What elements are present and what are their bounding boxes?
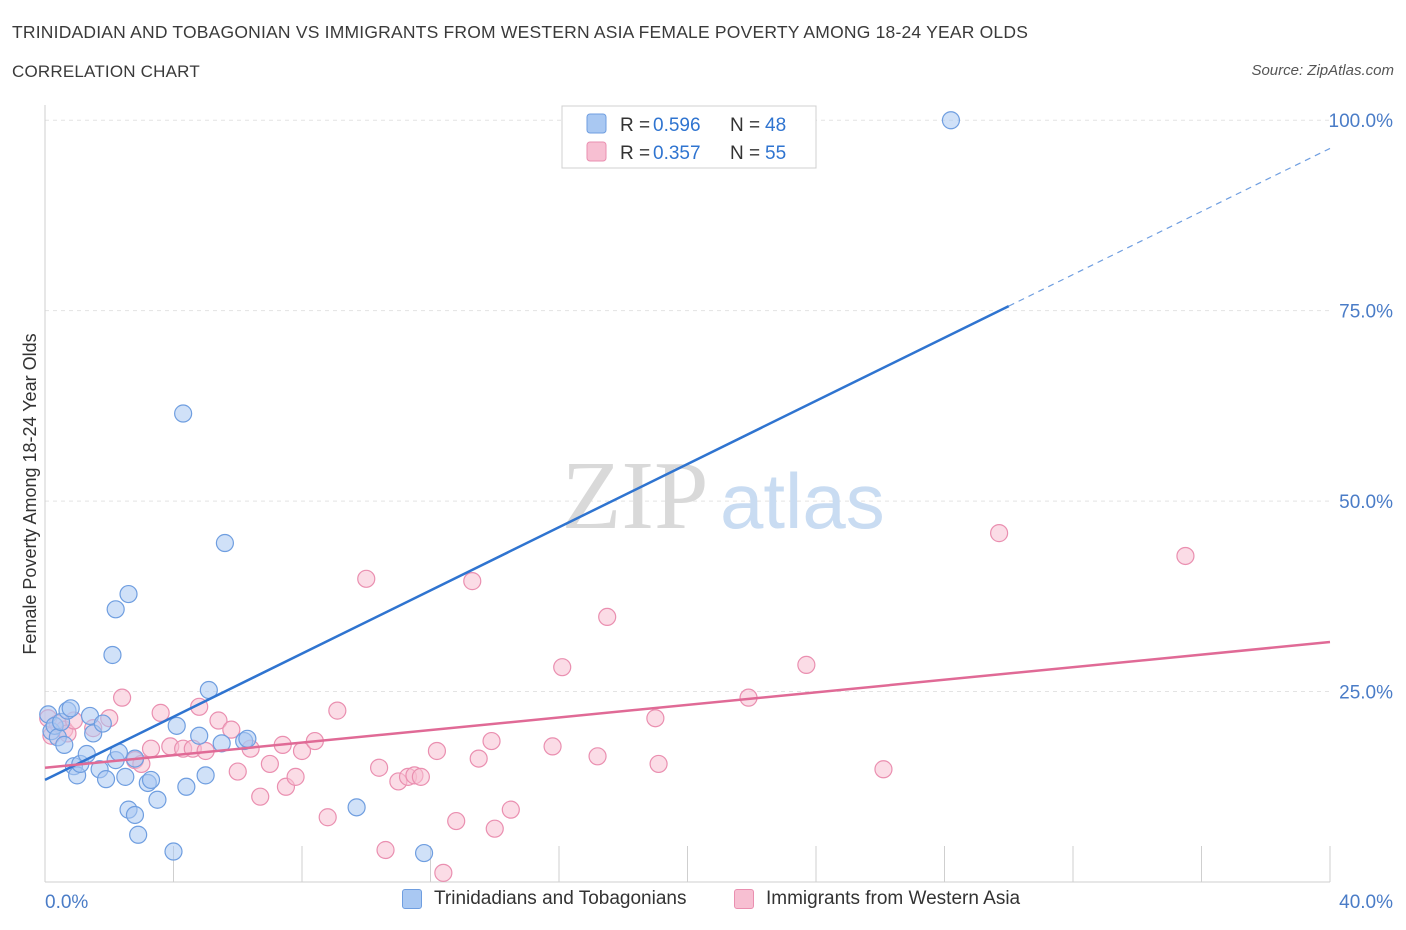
point-western-asia-37 [411, 767, 430, 786]
grid-lines [45, 119, 1330, 693]
point-western-asia-49 [598, 607, 617, 627]
x-tick-label-1: 40.0% [1339, 892, 1393, 913]
tick-labels: 25.0% 50.0% 75.0% 100.0% 0.0% 40.0% [45, 111, 1393, 913]
point-western-asia-50 [646, 709, 665, 728]
point-western-asia-8 [112, 688, 132, 707]
point-western-asia-41 [463, 572, 482, 591]
legend-swatch-trinidadian [402, 889, 422, 909]
point-trinidadian-21 [116, 767, 135, 786]
legend-r-value-pink: 0.357 [653, 143, 701, 164]
x-tick-label-0: 0.0% [45, 892, 88, 913]
trend-lines [44, 147, 1331, 782]
point-western-asia-45 [501, 800, 520, 819]
series-western-asia-points [39, 524, 1195, 882]
chart-title: TRINIDADIAN AND TOBAGONIAN VS IMMIGRANTS… [12, 22, 1029, 42]
point-trinidadian-19 [106, 600, 125, 619]
point-western-asia-38 [427, 741, 447, 761]
point-western-asia-39 [434, 863, 453, 882]
legend-r-label-blue: R = [620, 115, 650, 136]
trend-line-western-asia [44, 640, 1331, 769]
legend-swatch-blue [586, 113, 607, 134]
point-western-asia-19 [222, 720, 241, 739]
point-trinidadian-29 [148, 790, 167, 809]
point-western-asia-33 [376, 840, 395, 860]
legend-r-label-pink: R = [620, 143, 650, 164]
legend-swatch-pink [586, 141, 607, 162]
legend-n-value-blue: 48 [765, 115, 786, 136]
point-trinidadian-15 [93, 714, 112, 733]
trend-line-trinidadian-extension [1008, 147, 1331, 307]
legend-bottom: Trinidadians and Tobagonians Immigrants … [0, 888, 1406, 918]
point-western-asia-48 [588, 747, 607, 766]
point-trinidadian-30 [164, 842, 183, 861]
point-western-asia-18 [209, 711, 228, 730]
y-tick-label-0: 25.0% [1339, 683, 1393, 704]
point-western-asia-31 [357, 569, 376, 588]
point-trinidadian-5 [55, 735, 74, 754]
point-western-asia-44 [485, 819, 504, 838]
point-trinidadian-32 [174, 404, 193, 423]
point-trinidadian-33 [177, 777, 196, 796]
source-label: Source: ZipAtlas.com [1251, 62, 1394, 79]
point-western-asia-53 [797, 655, 816, 674]
watermark-zip: ZIP [562, 442, 709, 550]
point-trinidadian-37 [212, 734, 231, 753]
point-western-asia-54 [874, 760, 893, 779]
legend-r-value-blue: 0.596 [653, 115, 701, 136]
point-trinidadian-42 [414, 843, 434, 863]
point-western-asia-29 [318, 808, 337, 827]
point-western-asia-32 [370, 758, 389, 777]
legend-n-value-pink: 55 [765, 143, 786, 164]
point-western-asia-26 [286, 767, 305, 786]
point-trinidadian-28 [141, 770, 161, 790]
point-trinidadian-43 [941, 111, 961, 130]
point-western-asia-47 [553, 658, 572, 677]
legend-n-label-pink: N = [730, 143, 760, 164]
point-western-asia-56 [1176, 546, 1195, 566]
legend-item-western-asia: Immigrants from Western Asia [734, 888, 1020, 910]
y-tick-label-1: 50.0% [1339, 492, 1393, 513]
legend-item-trinidadian: Trinidadians and Tobagonians [402, 888, 686, 910]
point-trinidadian-40 [238, 729, 257, 748]
legend-top: R = 0.596 N = 48 R = 0.357 N = 55 [561, 105, 817, 169]
point-western-asia-40 [447, 811, 466, 831]
point-western-asia-46 [543, 737, 562, 756]
point-trinidadian-22 [119, 584, 138, 604]
legend-n-label-blue: N = [730, 115, 760, 136]
point-trinidadian-34 [190, 726, 209, 745]
point-western-asia-12 [151, 703, 170, 722]
point-western-asia-42 [469, 749, 488, 768]
y-axis-label: Female Poverty Among 18-24 Year Olds [20, 333, 40, 654]
y-tick-label-3: 100.0% [1329, 111, 1394, 132]
axes [44, 105, 1331, 883]
point-trinidadian-26 [129, 825, 148, 844]
point-western-asia-22 [251, 787, 270, 806]
point-trinidadian-31 [167, 716, 186, 735]
legend-label-western-asia: Immigrants from Western Asia [766, 888, 1021, 909]
watermark: ZIP atlas [562, 442, 885, 550]
point-western-asia-11 [141, 739, 161, 758]
point-trinidadian-24 [125, 805, 145, 825]
trend-line-trinidadian [44, 304, 1010, 782]
watermark-atlas: atlas [720, 457, 885, 545]
point-western-asia-30 [328, 701, 347, 720]
series-trinidadian-points [39, 111, 961, 863]
point-western-asia-51 [649, 754, 668, 774]
point-western-asia-23 [260, 754, 279, 774]
point-trinidadian-7 [61, 699, 80, 718]
legend-swatch-western-asia [734, 889, 754, 909]
point-western-asia-55 [990, 524, 1009, 543]
point-trinidadian-16 [96, 770, 116, 789]
point-western-asia-20 [228, 762, 247, 781]
legend-label-trinidadian: Trinidadians and Tobagonians [434, 888, 687, 909]
chart-subtitle: CORRELATION CHART [12, 62, 200, 81]
point-trinidadian-38 [215, 533, 234, 553]
point-western-asia-43 [482, 731, 501, 751]
point-trinidadian-17 [103, 645, 122, 665]
point-trinidadian-35 [196, 766, 215, 785]
point-trinidadian-41 [347, 798, 366, 817]
y-tick-label-2: 75.0% [1339, 302, 1393, 323]
